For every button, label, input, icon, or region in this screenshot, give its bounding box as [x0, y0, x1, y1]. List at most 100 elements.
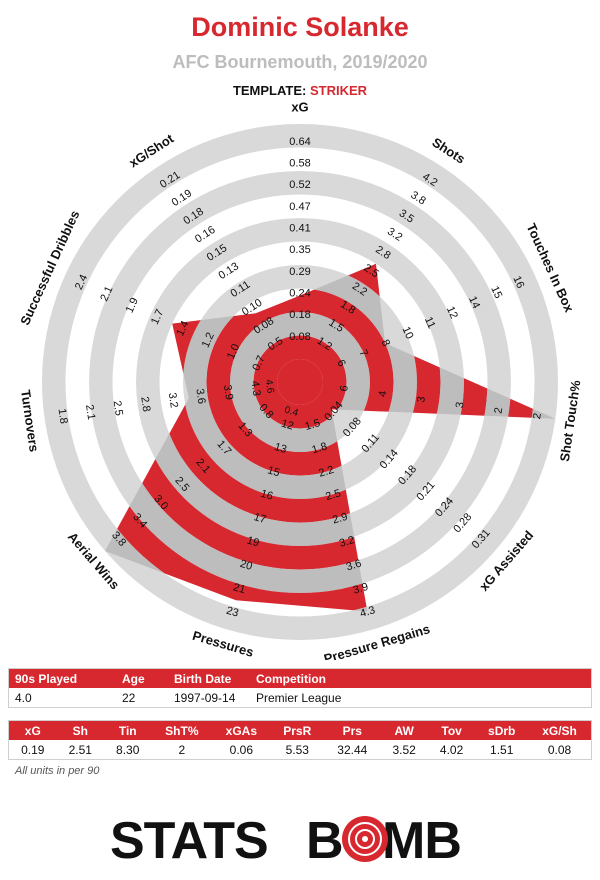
radar-inner-tick-label: 4.6: [263, 379, 276, 395]
radar-axis-label: Shot Touch%: [557, 379, 584, 463]
radar-tick-label: 2.8: [138, 396, 152, 413]
stats-table-row: 0.19 2.51 8.30 2 0.06 5.53 32.44 3.52 4.…: [9, 740, 592, 760]
radar-tick-label: 10: [400, 325, 416, 341]
radar-tick-label: 1.8: [310, 441, 328, 457]
radar-tick-label: 12: [444, 305, 460, 321]
radar-tick-label: 2.4: [73, 273, 90, 292]
radar-tick-label: 0.58: [289, 158, 310, 170]
radar-tick-label: 2.1: [98, 284, 115, 303]
radar-tick-label: 21: [232, 581, 247, 596]
radar-tick-label: 0.47: [289, 201, 310, 213]
stat-header-sht: ShT%: [151, 720, 213, 740]
radar-tick-label: 0.41: [289, 223, 310, 235]
radar-tick-label: 4.3: [249, 380, 263, 397]
radar-tick-label: 17: [252, 511, 267, 526]
radar-tick-label: 23: [225, 605, 240, 620]
header-birth-date: Birth Date: [168, 668, 250, 688]
stat-value-prsr: 5.53: [285, 742, 309, 757]
radar-tick-label: 3.2: [338, 534, 356, 550]
radar-shape-band: [253, 335, 347, 429]
radar-inner-tick-label: 0.4: [283, 405, 300, 420]
stat-value-tov: 4.02: [439, 742, 464, 757]
stat-header-xgas: xGAs: [212, 720, 271, 740]
player-info-table: 90s Played Age Birth Date Competition 4.…: [8, 668, 592, 708]
header-90s-played: 90s Played: [8, 668, 116, 688]
radar-tick-label: 0.24: [289, 288, 310, 300]
radar-tick-label: 8: [379, 338, 392, 349]
statsbomb-logo: STATS BOMB: [110, 812, 462, 868]
radar-tick-label: 3.9: [221, 384, 235, 401]
logo-bomb: BOMB: [306, 812, 462, 868]
stat-header-prsr: PrsR: [270, 720, 325, 740]
radar-center-disc: [277, 359, 323, 405]
template-value: STRIKER: [309, 83, 368, 98]
stat-header-xgsh: xG/Sh: [528, 720, 592, 740]
stat-value-tin: 8.30: [116, 742, 140, 757]
stat-value-aw: 3.52: [392, 742, 416, 757]
radar-tick-label: 1.8: [56, 408, 70, 425]
radar-tick-label: 6: [338, 385, 351, 393]
stat-header-sdrb: sDrb: [475, 720, 529, 740]
radar-tick-label: 2.2: [317, 464, 335, 480]
stat-header-tov: Tov: [427, 720, 476, 740]
team-season: AFC Bournemouth, 2019/2020: [172, 52, 428, 72]
radar-tick-label: 2.9: [331, 511, 349, 527]
stat-value-xgas: 0.06: [229, 742, 254, 757]
radar-axis-label: Shots: [429, 135, 467, 167]
radar-tick-label: 0.64: [289, 136, 310, 148]
radar-tick-label: 0.35: [289, 244, 310, 256]
radar-tick-label: 7: [356, 348, 369, 359]
radar-tick-label: 1.5: [304, 417, 322, 433]
value-age: 22: [122, 690, 136, 705]
radar-chart: 0.080.180.240.290.350.410.470.520.580.64…: [17, 100, 584, 660]
radar-tick-label: 2.5: [324, 487, 342, 503]
radar-tick-label: 1.2: [200, 331, 217, 350]
radar-tick-label: 0.18: [289, 309, 310, 321]
radar-axis-label: Turnovers: [18, 389, 42, 453]
stats-table: xG Sh Tin ShT% xGAs PrsR Prs AW Tov sDrb…: [8, 720, 592, 760]
units-footnote: All units in per 90: [15, 765, 100, 777]
radar-tick-label: 15: [266, 464, 281, 479]
stat-value-prs: 32.44: [337, 742, 368, 757]
stats-table-header-row: xG Sh Tin ShT% xGAs PrsR Prs AW Tov sDrb…: [8, 720, 592, 740]
radar-tick-label: 2.1: [83, 404, 97, 421]
radar-tick-label: 3.6: [193, 388, 207, 405]
radar-tick-label: 16: [510, 274, 526, 290]
value-competition: Premier League: [256, 690, 342, 705]
radar-tick-label: 0.08: [289, 331, 310, 343]
value-birth-date: 1997-09-14: [174, 690, 236, 705]
stat-value-sh: 2.51: [68, 742, 92, 757]
radar-tick-label: 1.4: [174, 319, 191, 338]
radar-tick-label: 2.5: [111, 400, 125, 417]
radar-tick-label: 3.6: [345, 558, 363, 574]
radar-tick-label: 1.9: [124, 296, 141, 315]
stat-header-sh: Sh: [56, 720, 105, 740]
logo-text-stats: STATS: [110, 812, 268, 868]
stat-header-tin: Tin: [104, 720, 152, 740]
radar-tick-label: 1.0: [225, 342, 242, 361]
stat-value-sht: 2: [178, 742, 186, 757]
radar-tick-label: 2: [492, 407, 505, 415]
player-table-row: 4.0 22 1997-09-14 Premier League: [9, 688, 592, 708]
radar-tick-label: 0.7: [250, 354, 267, 373]
radar-tick-label: 13: [273, 441, 288, 456]
radar-tick-label: 3: [415, 396, 428, 404]
radar-tick-label: 3: [454, 401, 467, 409]
value-90s-played: 4.0: [15, 690, 32, 705]
stat-value-xgsh: 0.08: [547, 742, 572, 757]
header-competition: Competition: [250, 668, 592, 688]
radar-tick-label: 19: [245, 535, 260, 550]
radar-tick-label: 0.29: [289, 266, 310, 278]
radar-tick-label: 6: [334, 358, 347, 369]
stat-header-prs: Prs: [324, 720, 381, 740]
player-name: Dominic Solanke: [191, 12, 409, 42]
radar-tick-label: 4.3: [359, 604, 377, 620]
radar-tick-label: 2: [531, 412, 544, 420]
radar-tick-label: 4: [377, 390, 390, 398]
radar-tick-label: 16: [259, 488, 274, 503]
radar-tick-label: 20: [239, 558, 254, 573]
radar-tick-label: 1.7: [149, 308, 166, 327]
template-line: TEMPLATE: STRIKER: [0, 83, 600, 98]
radar-tick-label: 12: [280, 418, 295, 433]
radar-tick-label: 3.2: [166, 392, 180, 409]
